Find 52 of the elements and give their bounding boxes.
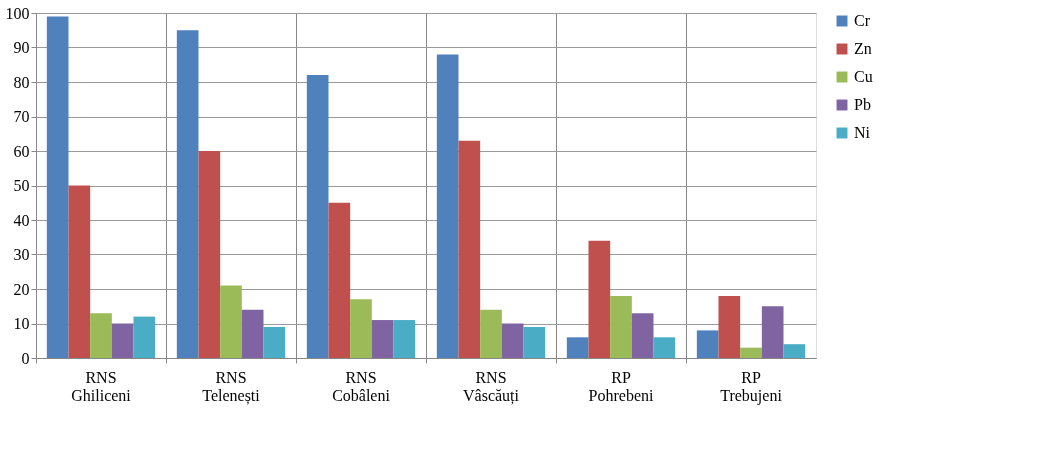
bar: [198, 151, 221, 358]
bar: [436, 54, 459, 358]
x-tick-label: RNS Telenești: [202, 368, 261, 405]
bar: [133, 316, 156, 358]
y-tick-label: 80: [13, 73, 30, 91]
bar: [46, 16, 69, 358]
bar: [653, 337, 676, 358]
y-tick-label: 50: [13, 177, 30, 194]
bar: [696, 330, 719, 358]
bar: [68, 185, 91, 358]
bar: [350, 299, 372, 358]
bar: [588, 240, 611, 358]
bar: [371, 320, 394, 358]
y-tick-label: 70: [13, 108, 30, 125]
bar: [566, 337, 589, 358]
bar: [263, 326, 286, 358]
bar: [610, 295, 632, 358]
y-tick-label: 60: [13, 142, 30, 160]
bar: [306, 75, 329, 358]
x-tick-label: RP Pohrebeni: [588, 368, 654, 404]
x-tick-label: RNS Ghiliceni: [71, 368, 132, 404]
bar: [328, 202, 351, 358]
bar: [220, 285, 242, 358]
bar: [90, 313, 112, 358]
bar: [241, 309, 264, 358]
y-tick-label: 90: [13, 39, 30, 56]
legend-label: Zn: [854, 40, 872, 57]
bar: [393, 320, 416, 358]
y-tick-label: 0: [21, 349, 30, 367]
y-tick-label: 10: [13, 315, 30, 332]
y-tick-label: 40: [13, 211, 30, 229]
bar: [718, 295, 741, 358]
bar: [523, 326, 546, 358]
y-tick-label: 20: [13, 280, 30, 298]
legend-label: Cr: [854, 12, 871, 29]
bar: [740, 347, 762, 358]
bar: [501, 323, 524, 358]
legend-label: Pb: [854, 96, 871, 113]
x-tick-label: RNS Vâscăuți: [463, 368, 520, 405]
bar: [458, 140, 481, 358]
y-tick-label: 30: [13, 246, 30, 263]
bar: [480, 309, 502, 358]
x-tick-label: RNS Cobâleni: [332, 368, 391, 404]
bar: [631, 313, 654, 358]
x-tick-label: RP Trebujeni: [720, 368, 783, 405]
bar: [176, 30, 199, 358]
bar: [761, 306, 784, 358]
legend-label: Cu: [854, 68, 873, 85]
bar: [783, 344, 806, 358]
bar: [111, 323, 134, 358]
legend-label: Ni: [854, 124, 871, 141]
y-tick-label: 100: [5, 4, 30, 22]
